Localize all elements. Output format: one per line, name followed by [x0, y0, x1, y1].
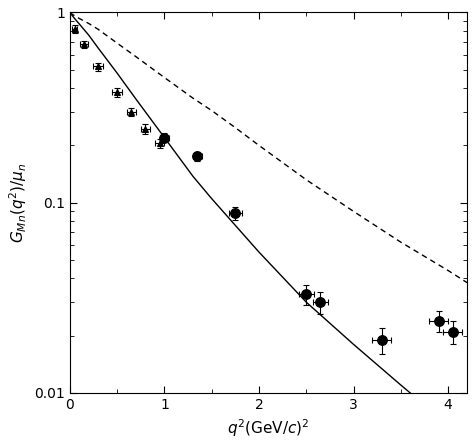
X-axis label: $q^2({\rm GeV}/c)^2$: $q^2({\rm GeV}/c)^2$: [227, 417, 310, 439]
Y-axis label: $G_{Mn}(q^2)/\mu_n$: $G_{Mn}(q^2)/\mu_n$: [7, 162, 28, 243]
